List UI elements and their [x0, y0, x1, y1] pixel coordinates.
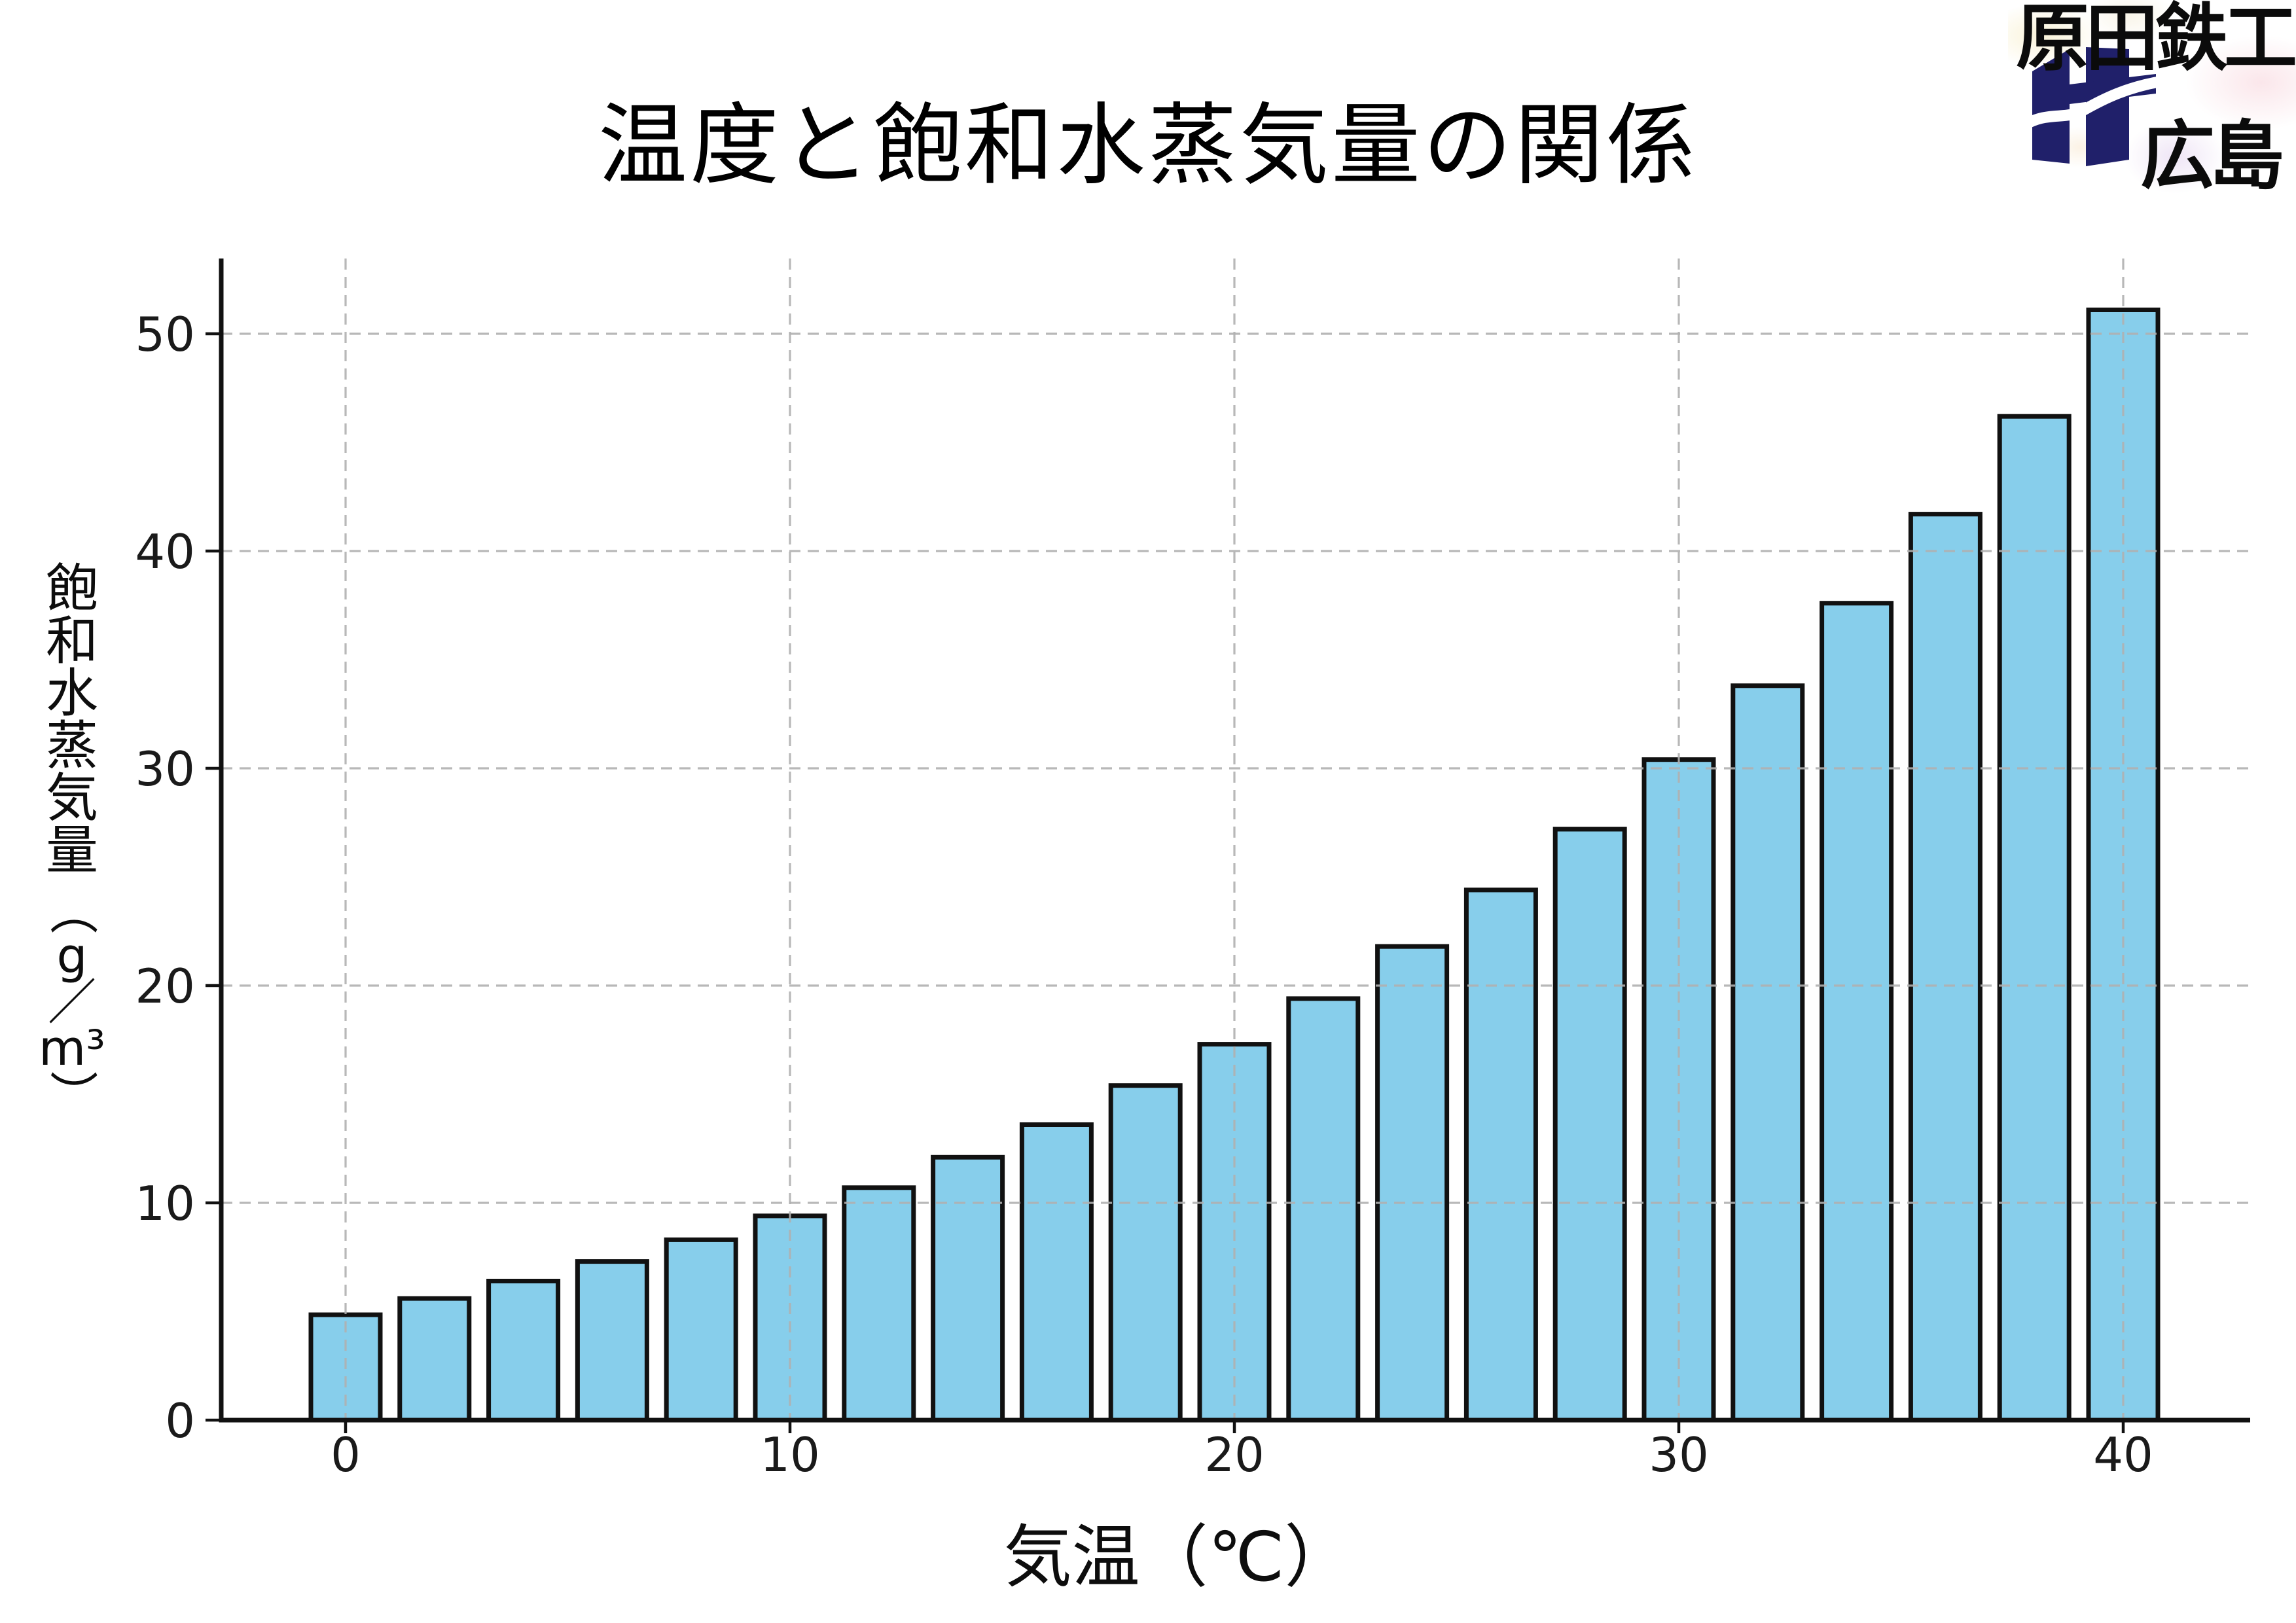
y-tick-label-10: 10 — [135, 1176, 195, 1231]
y-axis-label-char: 蒸 — [46, 715, 98, 776]
y-axis-label-char: 飽 — [46, 558, 98, 619]
y-tick-label-0: 0 — [165, 1393, 195, 1448]
bar-12c — [842, 1185, 916, 1423]
x-tick-label-30: 30 — [1649, 1427, 1709, 1482]
y-axis-label-char: 水 — [46, 663, 98, 724]
bar-18c — [1108, 1083, 1183, 1423]
y-axis-unit-char: g — [56, 928, 88, 985]
bar-6c — [575, 1259, 649, 1423]
bar-8c — [664, 1237, 738, 1423]
bar-28c — [1552, 827, 1627, 1423]
y-tick-label-30: 30 — [135, 741, 195, 796]
x-tick-label-40: 40 — [2093, 1427, 2153, 1482]
y-axis-label: 飽和水蒸気量（g ／ m³） — [34, 558, 110, 1119]
bar-4c — [486, 1279, 561, 1423]
logo-mark-left-bar — [2032, 49, 2070, 164]
chart-title: 温度と飽和水蒸気量の関係 — [598, 94, 1698, 198]
bar-32c — [1731, 683, 1805, 1423]
y-axis-unit-char: ／ — [48, 974, 96, 1031]
bar-38c — [1997, 414, 2072, 1423]
y-axis-label-char: 気 — [46, 768, 98, 829]
logo-mark-crossbar — [2070, 74, 2156, 104]
y-axis-unit-char: m³ — [39, 1020, 105, 1077]
y-tick-label-50: 50 — [135, 307, 195, 362]
x-tick-label-0: 0 — [331, 1427, 361, 1482]
bar-26c — [1463, 887, 1538, 1423]
bar-36c — [1908, 512, 1982, 1423]
x-axis-label-text: 気温（℃） — [1004, 1517, 1353, 1597]
logo-city-text: 広島 — [2140, 112, 2284, 200]
bar-16c — [1019, 1122, 1094, 1423]
x-tick-label-10: 10 — [760, 1427, 820, 1482]
logo-mark-wave — [2028, 75, 2161, 130]
x-tick-label-20: 20 — [1204, 1427, 1265, 1482]
bar-34c — [1820, 601, 1894, 1423]
bar-22c — [1286, 996, 1361, 1423]
y-axis-label-char: 和 — [46, 611, 98, 671]
bar-10c — [753, 1213, 827, 1423]
bar-24c — [1375, 944, 1450, 1423]
company-logo: 原田鉄工 広島 — [2008, 0, 2296, 200]
y-tick-label-40: 40 — [135, 524, 195, 579]
bar-2c — [397, 1296, 472, 1423]
logo-h-mark — [2028, 47, 2161, 166]
y-tick-label-20: 20 — [135, 959, 195, 1014]
bar-14c — [931, 1154, 1005, 1423]
y-axis-label-char: 量 — [46, 820, 98, 881]
logo-mark-right-bar — [2086, 47, 2129, 166]
logo-company-text: 原田鉄工 — [2016, 0, 2296, 81]
